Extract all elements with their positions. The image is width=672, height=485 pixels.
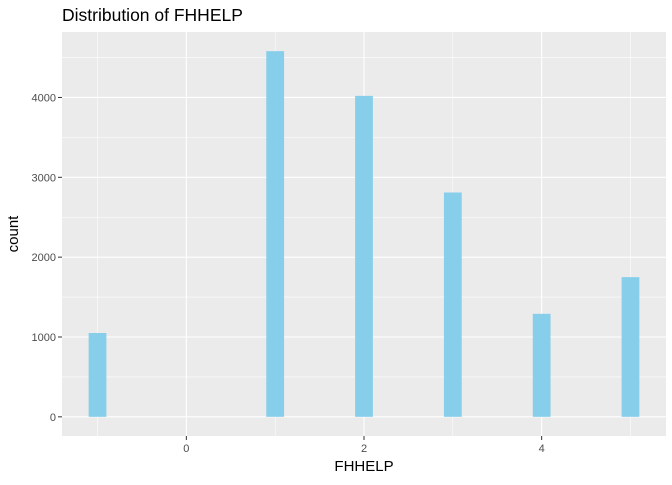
y-tick-label: 4000 [32, 92, 56, 104]
bar [532, 313, 551, 417]
y-axis: 0 1000 2000 3000 4000 [32, 92, 62, 424]
bar-series [88, 51, 640, 417]
y-axis-label: count [5, 215, 22, 253]
chart-title: Distribution of FHHELP [62, 5, 243, 25]
y-tick-label: 3000 [32, 172, 56, 184]
x-tick-label: 4 [539, 443, 545, 455]
y-tick-label: 0 [50, 412, 56, 424]
bar [355, 95, 373, 417]
y-tick-label: 1000 [32, 332, 56, 344]
bar [88, 333, 107, 417]
y-tick-label: 2000 [32, 252, 56, 264]
x-tick-label: 2 [361, 443, 367, 455]
bar [621, 277, 640, 417]
bar [266, 51, 285, 417]
x-axis-label: FHHELP [334, 458, 393, 475]
bar [443, 192, 462, 417]
x-axis: 0 2 4 [183, 436, 545, 455]
x-tick-label: 0 [183, 443, 189, 455]
